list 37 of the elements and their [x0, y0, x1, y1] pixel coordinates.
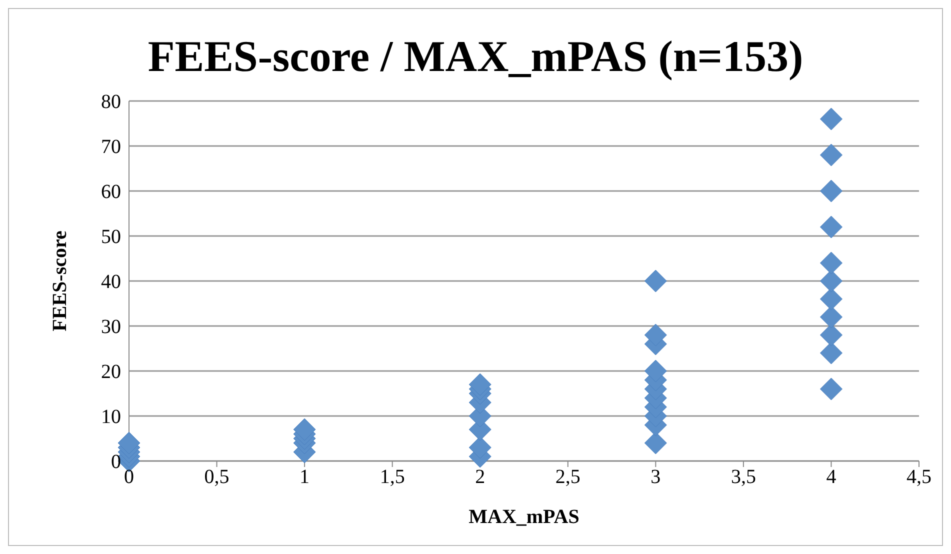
x-tick-label: 1,5: [380, 466, 405, 488]
y-tick-label: 40: [101, 271, 121, 294]
point: [468, 373, 492, 396]
point: [820, 378, 842, 400]
y-tick-label: 10: [101, 406, 121, 428]
point: [820, 108, 842, 130]
point: [820, 252, 842, 274]
y-tick-label: 50: [101, 226, 121, 248]
point: [644, 324, 667, 346]
x-tick-label: 4: [826, 466, 836, 488]
x-tick-label: 1: [300, 466, 310, 488]
x-tick-label: 4,5: [906, 466, 932, 488]
x-tick-label: 2,5: [555, 466, 580, 488]
point: [820, 216, 842, 238]
point: [820, 180, 842, 202]
point: [820, 144, 842, 166]
point: [644, 270, 667, 292]
point: [293, 418, 316, 441]
y-tick-label: 60: [101, 181, 121, 204]
y-tick-label: 30: [101, 316, 121, 338]
point: [118, 432, 140, 454]
point: [820, 306, 842, 328]
x-tick-label: 3,5: [730, 466, 756, 488]
x-axis-title: MAX_mPAS: [468, 506, 580, 528]
x-tick-label: 3: [650, 466, 661, 488]
point: [820, 288, 842, 310]
x-tick-label: 0,5: [204, 466, 230, 488]
y-tick-label: 0: [111, 451, 121, 474]
x-tick-label: 2: [475, 466, 486, 488]
point: [820, 270, 842, 292]
point: [644, 360, 667, 382]
chart-title: FEES-score / MAX_mPAS (n=153): [146, 31, 804, 83]
y-tick-label: 70: [101, 136, 121, 158]
y-tick-label: 80: [101, 91, 121, 114]
y-tick-label: 20: [101, 361, 121, 384]
y-axis-title: FEES-score: [49, 230, 72, 332]
point: [820, 342, 842, 364]
